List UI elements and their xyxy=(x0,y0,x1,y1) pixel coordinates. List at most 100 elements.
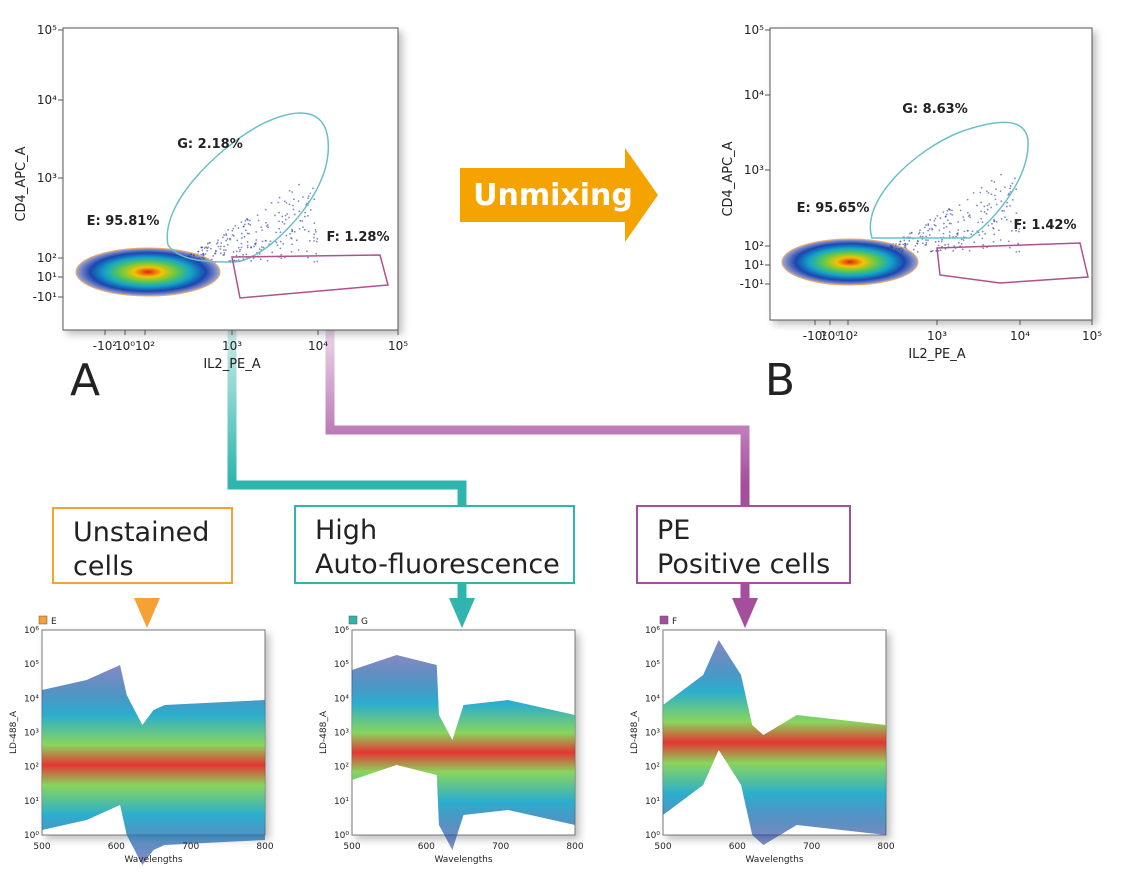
y-tick-label: 10⁰ xyxy=(334,831,349,841)
event-dot xyxy=(947,208,950,211)
event-dot xyxy=(945,213,948,216)
event-dot xyxy=(1014,177,1016,180)
event-dot xyxy=(1018,250,1021,253)
event-dot xyxy=(278,227,281,230)
event-dot xyxy=(226,243,229,246)
event-dot xyxy=(979,191,982,194)
event-dot xyxy=(226,238,229,240)
event-dot xyxy=(253,245,256,248)
event-dot xyxy=(225,233,228,235)
event-dot xyxy=(237,246,240,249)
event-dot xyxy=(264,208,267,211)
y-tick-label: 10³ xyxy=(24,729,39,739)
event-dot xyxy=(937,244,940,247)
event-dot xyxy=(1015,223,1018,226)
event-dot xyxy=(997,229,1000,232)
event-dot xyxy=(241,237,243,239)
event-dot xyxy=(258,252,261,255)
event-dot xyxy=(1011,182,1014,185)
event-dot xyxy=(937,240,940,243)
event-dot xyxy=(983,205,986,208)
event-dot xyxy=(250,246,253,249)
population-label: Auto-fluorescence xyxy=(315,549,560,580)
event-dot xyxy=(916,251,919,253)
event-dot xyxy=(986,204,989,207)
event-dot xyxy=(948,234,951,237)
y-tick-label: 10⁶ xyxy=(645,626,660,636)
event-dot xyxy=(219,248,222,250)
event-dot xyxy=(314,228,317,231)
event-dot xyxy=(985,212,988,215)
event-dot xyxy=(217,239,219,241)
event-dot xyxy=(215,242,218,245)
event-dot xyxy=(206,242,209,245)
event-dot xyxy=(288,203,291,206)
event-dot xyxy=(236,239,239,242)
event-dot xyxy=(917,240,919,243)
event-dot xyxy=(1009,204,1011,207)
x-tick-label: 600 xyxy=(108,842,125,852)
event-dot xyxy=(201,249,204,252)
event-dot xyxy=(927,229,930,232)
event-dot xyxy=(298,210,301,213)
event-dot xyxy=(231,234,234,236)
population-cloud xyxy=(75,247,221,297)
event-dot xyxy=(246,232,249,235)
event-dot xyxy=(204,253,207,256)
y-axis-label: CD4_APC_A xyxy=(14,146,29,221)
event-dot xyxy=(993,181,996,183)
event-dot xyxy=(916,242,919,245)
event-dot xyxy=(899,240,902,243)
event-dot xyxy=(923,226,926,229)
event-dot xyxy=(202,252,205,255)
event-dot xyxy=(1017,230,1020,233)
event-dot xyxy=(903,244,906,247)
event-dot xyxy=(1010,230,1013,232)
event-dot xyxy=(250,259,253,262)
event-dot xyxy=(904,246,907,248)
event-dot xyxy=(315,240,318,243)
event-dot xyxy=(942,211,945,214)
event-dot xyxy=(927,224,930,227)
event-dot xyxy=(280,257,283,260)
y-tick-label: 10⁵ xyxy=(645,660,660,670)
event-dot xyxy=(288,189,291,192)
event-dot xyxy=(249,219,251,222)
event-dot xyxy=(298,227,301,230)
event-dot xyxy=(225,239,228,242)
event-dot xyxy=(906,243,909,246)
event-dot xyxy=(950,222,952,225)
event-dot xyxy=(312,187,314,190)
event-dot xyxy=(240,242,243,245)
y-tick-label: 10² xyxy=(744,239,764,253)
event-dot xyxy=(956,232,958,235)
event-dot xyxy=(281,221,284,223)
event-dot xyxy=(284,214,287,217)
x-tick-label: 800 xyxy=(256,842,273,852)
event-dot xyxy=(927,223,930,225)
event-dot xyxy=(933,219,936,222)
event-dot xyxy=(257,219,260,222)
event-dot xyxy=(944,248,947,250)
arrow-head xyxy=(732,598,758,628)
event-dot xyxy=(903,239,906,242)
event-dot xyxy=(290,250,293,253)
event-dot xyxy=(983,211,986,213)
event-dot xyxy=(995,220,998,223)
event-dot xyxy=(957,241,960,244)
legend-label: F xyxy=(672,617,677,627)
event-dot xyxy=(239,248,242,251)
gate-label: F: 1.28% xyxy=(327,230,390,245)
event-dot xyxy=(1015,226,1017,229)
event-dot xyxy=(908,232,911,235)
event-dot xyxy=(262,246,265,249)
event-dot xyxy=(939,217,942,219)
event-dot xyxy=(971,230,974,233)
event-dot xyxy=(919,229,921,231)
event-dot xyxy=(908,239,911,242)
event-dot xyxy=(980,210,982,213)
event-dot xyxy=(976,204,978,207)
gate-label: G: 2.18% xyxy=(177,137,243,152)
event-dot xyxy=(205,246,207,249)
event-dot xyxy=(1015,250,1018,253)
